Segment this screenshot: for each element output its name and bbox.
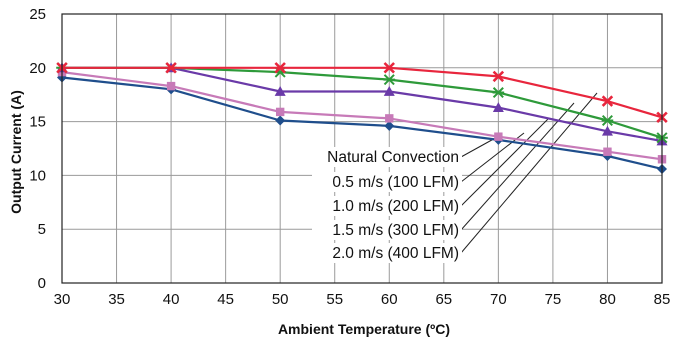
legend: Natural Convection 0.5 m/s (100 LFM) 1.0 m… [312,147,462,263]
leader-line [460,92,598,254]
x-axis-title: Ambient Temperature (ºC) [278,321,450,337]
y-tick-label: 25 [29,6,46,23]
y-tick-label: 0 [38,275,46,292]
data-point [492,70,505,83]
x-tick-label: 55 [326,291,343,308]
x-tick-label: 75 [545,291,562,308]
x-axis-ticks: 30 35 40 45 50 55 60 65 70 75 80 85 [54,291,671,308]
leader-line [460,117,550,207]
data-point [275,115,286,126]
series-line [61,71,663,161]
x-tick-label: 65 [435,291,452,308]
x-tick-label: 45 [217,291,234,308]
data-point [603,147,612,156]
x-tick-label: 35 [108,291,125,308]
legend-label: 2.0 m/s (400 LFM) [332,245,459,262]
legend-label: 0.5 m/s (100 LFM) [332,174,459,191]
data-point [274,85,286,96]
legend-label-bg [312,220,462,240]
data-point [383,62,395,74]
series-layer [56,62,668,174]
x-tick-label: 80 [599,291,616,308]
data-point [274,62,286,74]
x-tick-label: 60 [381,291,398,308]
x-tick-label: 40 [163,291,180,308]
plot-frame [61,13,663,284]
series-3 [56,62,668,144]
data-point [601,95,614,107]
y-tick-label: 20 [29,60,46,77]
series-line [62,66,663,139]
data-point [165,62,177,74]
data-point [494,132,503,141]
x-tick-label: 50 [272,291,289,308]
legend-label-bg [312,147,462,167]
legend-label: Natural Convection [327,149,459,166]
x-tick-label: 70 [490,291,507,308]
data-point [383,74,396,86]
legend-label-bg [312,196,462,216]
legend-leader-lines [460,92,598,254]
y-axis-title: Output Current (A) [8,90,24,214]
legend-label: 1.0 m/s (200 LFM) [332,198,459,215]
data-point [601,125,613,136]
legend-label-bg [312,172,462,192]
data-point [383,85,395,96]
series-4 [56,62,668,124]
y-tick-label: 10 [29,167,46,184]
y-tick-label: 5 [38,221,46,238]
legend-label: 1.5 m/s (300 LFM) [332,222,459,239]
series-2 [56,62,668,146]
data-point [384,120,395,131]
y-tick-label: 15 [29,114,46,131]
x-tick-label: 85 [654,291,671,308]
legend-label-bg [312,243,462,263]
y-axis-ticks: 0 5 10 15 20 25 [29,6,46,292]
leader-line [460,102,575,231]
data-point [275,107,285,117]
data-point [492,87,505,99]
data-point [385,114,394,123]
data-point [492,102,504,113]
data-point [166,81,176,91]
x-tick-label: 30 [54,291,71,308]
data-point [601,115,614,127]
